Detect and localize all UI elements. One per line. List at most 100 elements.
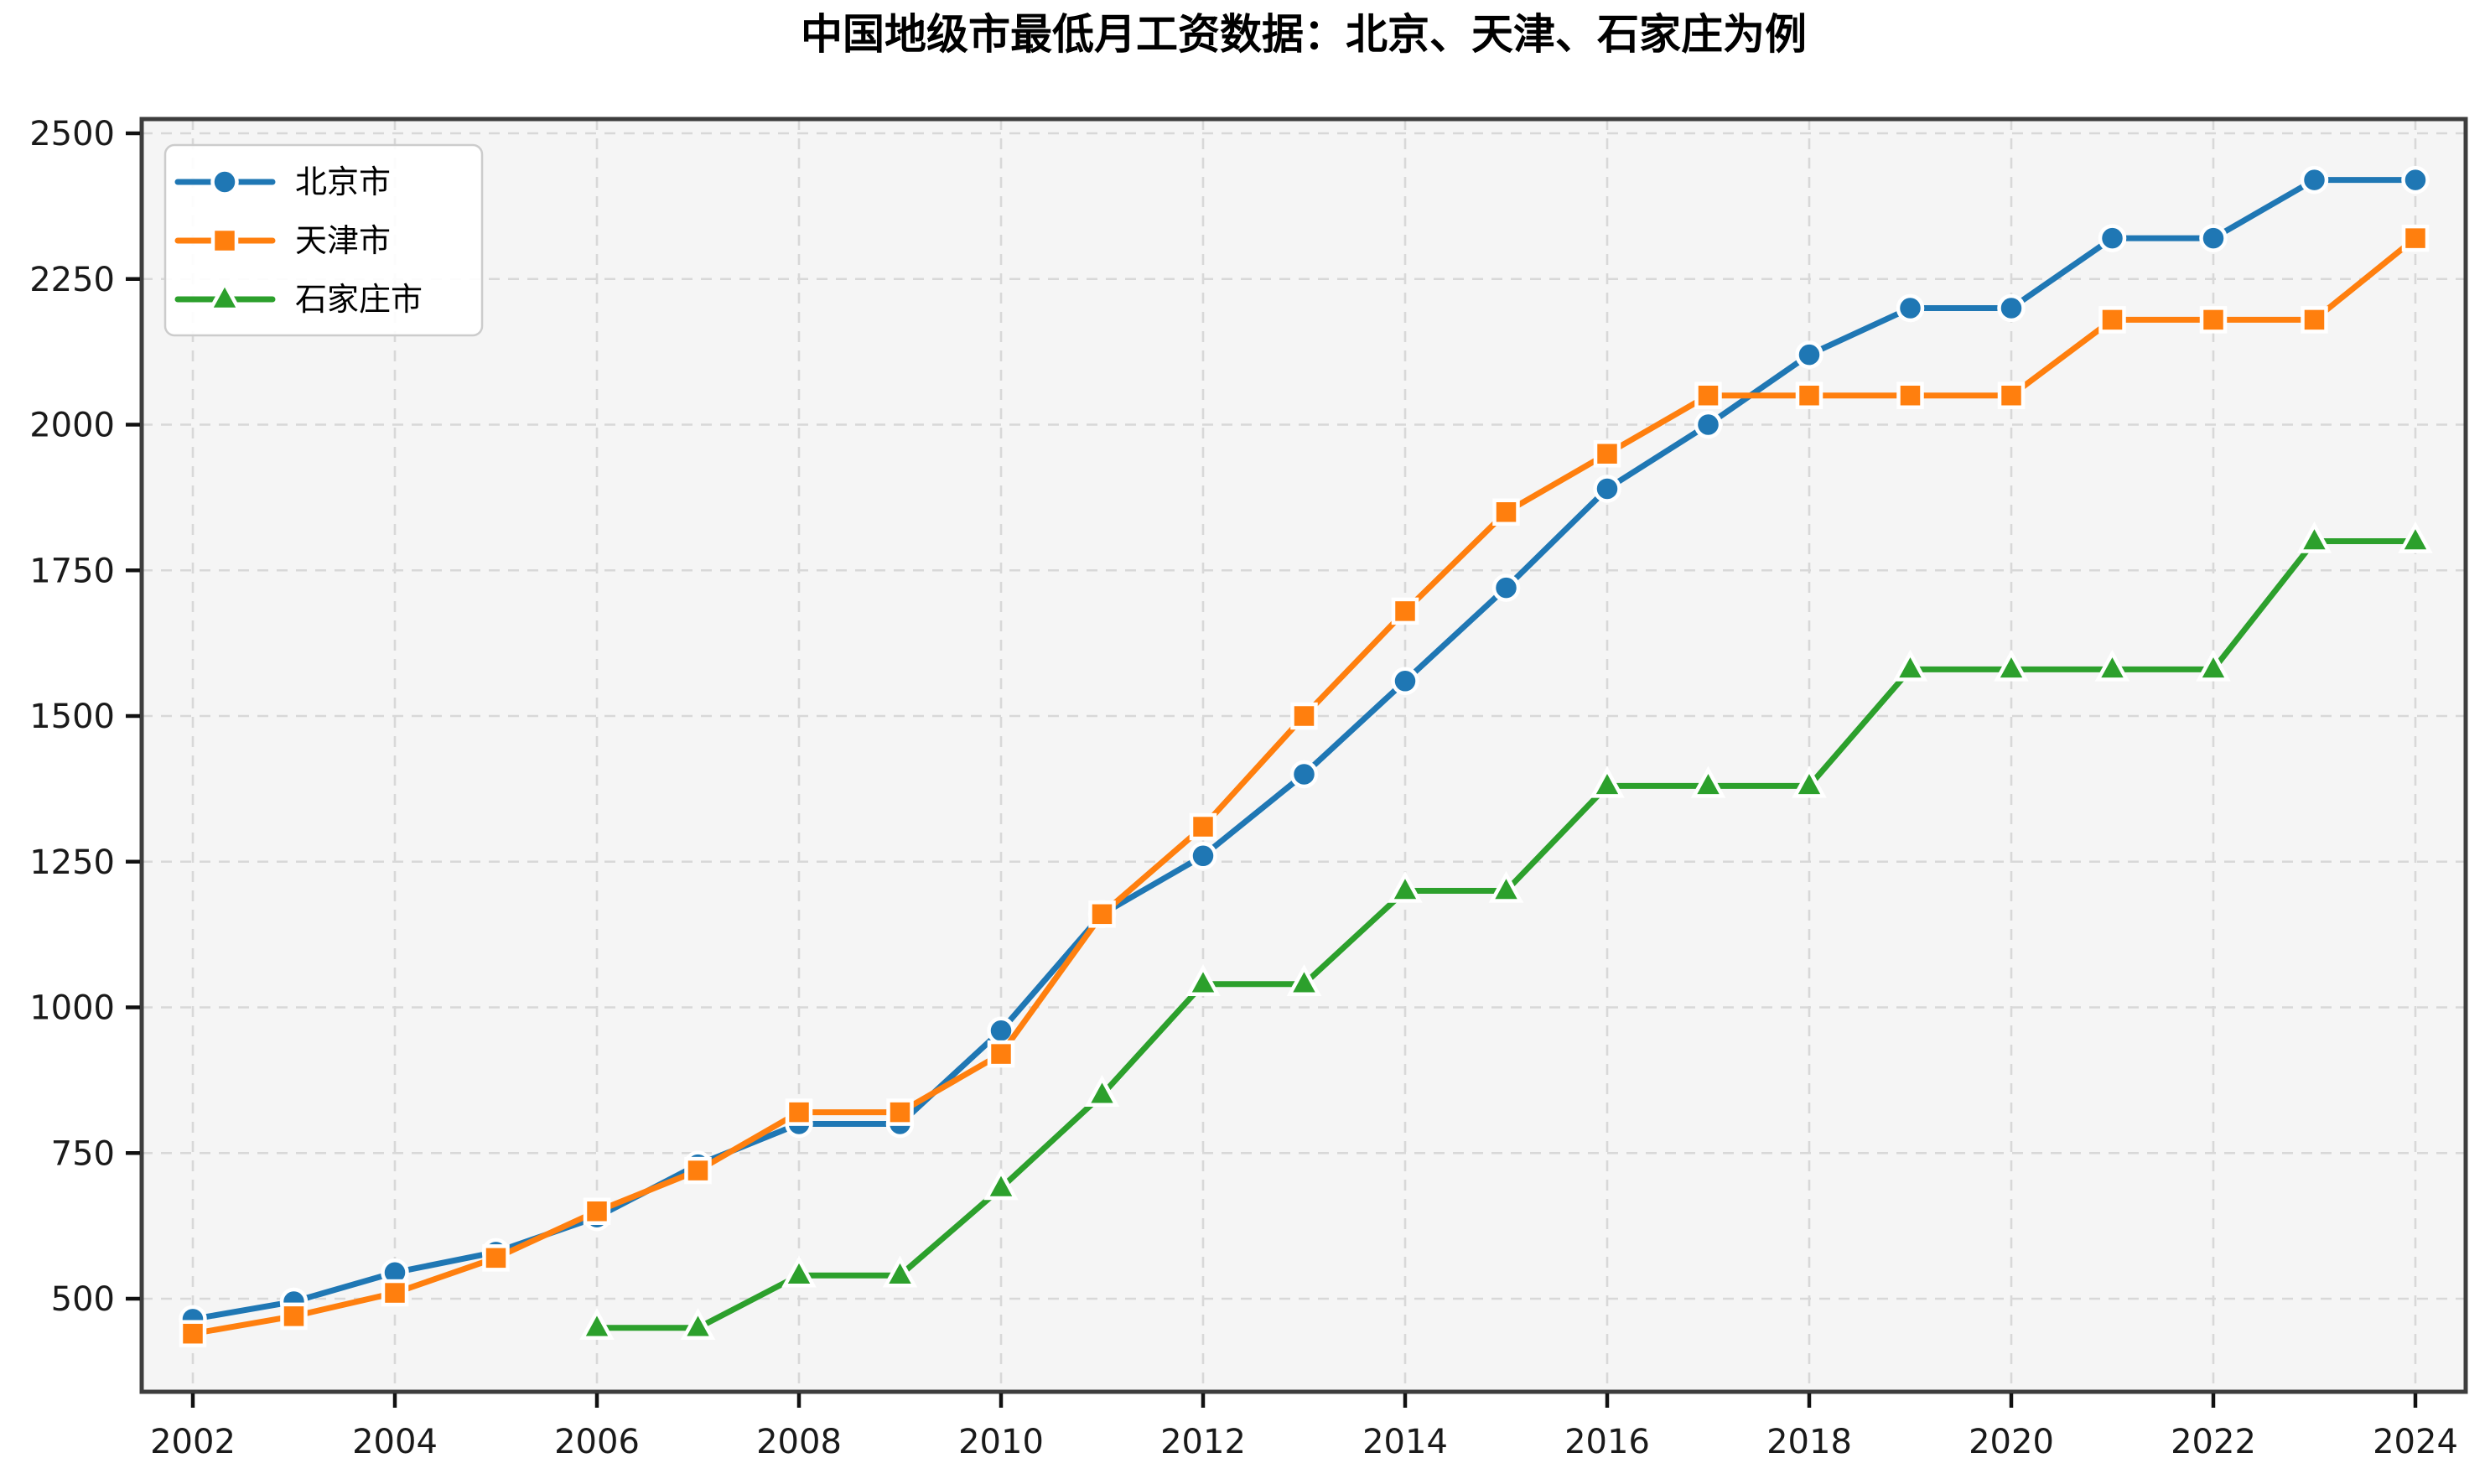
data-point-marker bbox=[1290, 702, 1318, 730]
data-point-marker bbox=[983, 1168, 1019, 1201]
data-point-marker bbox=[2098, 224, 2127, 252]
data-point-marker bbox=[1994, 649, 2029, 682]
y-tick-label: 750 bbox=[51, 1134, 115, 1173]
y-tick-label: 1250 bbox=[29, 843, 115, 882]
data-point-marker bbox=[1896, 293, 1925, 323]
data-point-marker bbox=[785, 1098, 813, 1126]
x-tick-label: 2020 bbox=[1969, 1423, 2054, 1461]
data-point-marker bbox=[207, 279, 242, 312]
data-point-marker bbox=[2401, 165, 2430, 195]
data-point-marker bbox=[210, 168, 239, 196]
data-point-marker bbox=[1492, 498, 1520, 526]
legend-item-label: 石家庄市 bbox=[295, 281, 423, 318]
data-point-marker bbox=[579, 1308, 615, 1340]
legend-item-shijiazhuang: 石家庄市 bbox=[174, 279, 423, 318]
data-point-marker bbox=[1189, 842, 1217, 870]
data-point-marker bbox=[1590, 765, 1625, 798]
data-point-marker bbox=[210, 226, 239, 255]
plot-background bbox=[142, 119, 2466, 1392]
x-tick-label: 2024 bbox=[2373, 1423, 2458, 1461]
data-point-marker bbox=[1896, 381, 1924, 409]
y-tick-label: 2250 bbox=[29, 261, 115, 299]
axes-frame bbox=[139, 117, 2468, 1394]
legend-box bbox=[163, 143, 484, 337]
data-point-marker bbox=[1088, 900, 1116, 928]
data-point-marker bbox=[2199, 306, 2228, 334]
data-point-marker bbox=[1189, 812, 1217, 841]
data-point-marker bbox=[1286, 964, 1322, 996]
data-point-marker bbox=[2196, 649, 2231, 682]
data-point-marker bbox=[1997, 381, 2026, 409]
axes-frame-layer bbox=[139, 117, 2468, 1394]
data-point-marker bbox=[1593, 440, 1621, 468]
data-point-marker bbox=[886, 1098, 914, 1126]
plot-background-layer bbox=[142, 119, 2466, 1392]
y-tick-label: 500 bbox=[51, 1280, 115, 1319]
data-point-marker bbox=[987, 1040, 1015, 1068]
grid-layer bbox=[142, 119, 2466, 1392]
data-point-marker bbox=[482, 1244, 510, 1272]
series-shijiazhuang bbox=[579, 521, 2433, 1340]
tick-layer bbox=[126, 131, 2418, 1408]
legend-item-tianjin: 天津市 bbox=[174, 222, 391, 259]
y-tick-label: 1750 bbox=[29, 552, 115, 590]
data-point-marker bbox=[1892, 649, 1928, 682]
data-point-marker bbox=[280, 1302, 308, 1331]
y-tick-label: 1500 bbox=[29, 698, 115, 736]
y-tick-label: 1000 bbox=[29, 989, 115, 1028]
data-point-marker bbox=[680, 1308, 716, 1340]
data-point-marker bbox=[2301, 306, 2328, 334]
x-tick-label: 2008 bbox=[756, 1423, 842, 1461]
data-point-marker bbox=[1289, 760, 1319, 789]
series-tianjin bbox=[179, 224, 2430, 1347]
data-point-marker bbox=[1694, 410, 1723, 439]
y-tick-label: 2500 bbox=[29, 115, 115, 153]
x-tick-label: 2002 bbox=[150, 1423, 236, 1461]
chart-title: 中国地级市最低月工资数据：北京、天津、石家庄为例 bbox=[801, 10, 1807, 59]
data-point-marker bbox=[1593, 475, 1621, 503]
data-point-marker bbox=[882, 1255, 918, 1288]
data-point-marker bbox=[684, 1156, 712, 1185]
data-point-marker bbox=[1491, 573, 1521, 602]
data-point-marker bbox=[1488, 870, 1524, 903]
legend-item-beijing: 北京市 bbox=[174, 163, 391, 200]
data-point-marker bbox=[1795, 381, 1823, 409]
data-point-marker bbox=[583, 1197, 611, 1225]
tick-label-layer: 2002 2004 2006 2008 2010 2012 2014 2016 2018 2020… bbox=[29, 115, 2458, 1461]
data-point-marker bbox=[2098, 306, 2126, 334]
x-tick-label: 2022 bbox=[2171, 1423, 2256, 1461]
data-point-marker bbox=[1690, 765, 1726, 798]
series-layer bbox=[179, 165, 2433, 1347]
data-point-marker bbox=[1694, 381, 1722, 409]
data-point-marker bbox=[2300, 165, 2329, 195]
x-tick-label: 2012 bbox=[1160, 1423, 1246, 1461]
data-point-marker bbox=[1795, 340, 1823, 369]
data-point-marker bbox=[1792, 765, 1827, 798]
data-point-marker bbox=[1391, 667, 1419, 696]
data-point-marker bbox=[381, 1279, 409, 1307]
data-point-marker bbox=[179, 1320, 207, 1347]
x-tick-label: 2018 bbox=[1766, 1423, 1852, 1461]
data-point-marker bbox=[2296, 521, 2332, 553]
legend-item-label: 天津市 bbox=[295, 222, 391, 259]
x-tick-label: 2014 bbox=[1362, 1423, 1448, 1461]
y-tick-label: 2000 bbox=[29, 407, 115, 445]
data-point-marker bbox=[2199, 224, 2228, 252]
data-point-marker bbox=[2398, 521, 2433, 553]
data-point-marker bbox=[2401, 224, 2430, 252]
data-point-marker bbox=[1185, 964, 1221, 996]
x-tick-label: 2004 bbox=[352, 1423, 438, 1461]
x-tick-label: 2010 bbox=[958, 1423, 1044, 1461]
data-point-marker bbox=[1997, 293, 2026, 323]
x-tick-label: 2006 bbox=[554, 1423, 640, 1461]
data-point-marker bbox=[781, 1255, 817, 1288]
data-point-marker bbox=[1388, 870, 1423, 903]
legend-item-label: 北京市 bbox=[295, 163, 391, 200]
x-tick-label: 2016 bbox=[1564, 1423, 1650, 1461]
data-point-marker bbox=[2094, 649, 2130, 682]
data-point-marker bbox=[1084, 1075, 1120, 1107]
data-point-marker bbox=[1391, 597, 1419, 625]
